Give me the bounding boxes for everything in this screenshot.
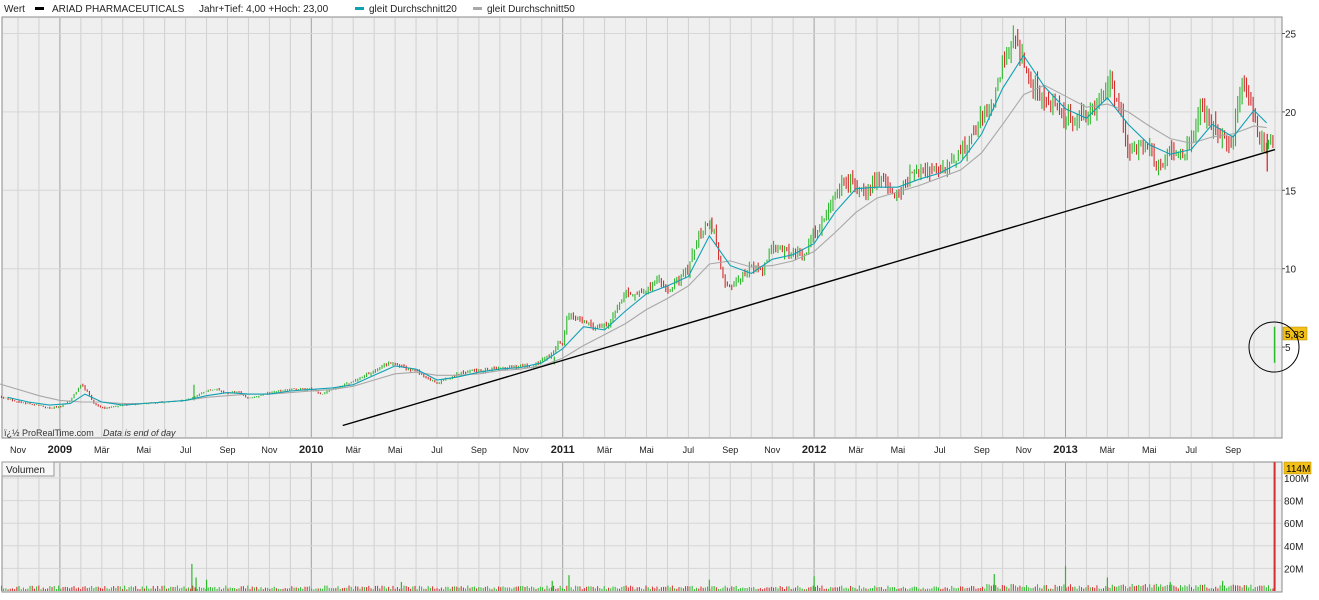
current-volume-marker: 114M — [1283, 461, 1312, 475]
x-axis-tick-label: Mär — [345, 445, 361, 455]
x-axis-tick-label: 2009 — [48, 444, 72, 456]
x-axis-tick-label: Jul — [431, 445, 443, 455]
ma50-legend-swatch — [473, 7, 482, 10]
price-marker: 5,83 — [1248, 321, 1308, 373]
ticker-legend-swatch — [35, 7, 44, 10]
ma20-legend-label: gleit Durchschnitt20 — [369, 4, 457, 15]
x-axis-tick-label: Jul — [1185, 445, 1197, 455]
volume-grid — [3, 463, 1281, 591]
x-axis-tick-label: Mai — [639, 445, 654, 455]
value-label: Wert — [4, 4, 25, 15]
price-axis-tick-label: 5 — [1285, 343, 1291, 354]
x-axis-tick-label: Mär — [597, 445, 613, 455]
ma20-group — [7, 54, 1267, 406]
x-axis-tick-label: Jul — [934, 445, 946, 455]
volume-axis-tick-label: 20M — [1284, 564, 1303, 575]
price-panel — [1, 16, 1283, 439]
x-axis-tick-label: Sep — [722, 445, 738, 455]
x-axis-tick-label: Nov — [10, 445, 27, 455]
x-axis-tick-label: Mär — [848, 445, 864, 455]
price-axis-tick-label: 15 — [1285, 186, 1297, 197]
ma20-line — [7, 54, 1267, 406]
volume-axis-tick-label: 40M — [1284, 542, 1303, 553]
x-axis-tick-label: Nov — [1016, 445, 1033, 455]
x-axis-tick-label: 2012 — [802, 444, 826, 456]
price-axis-tick-label: 25 — [1285, 30, 1297, 41]
highlight-circle — [1248, 321, 1300, 373]
volume-panel — [1, 461, 1283, 593]
x-axis-tick-label: Mai — [388, 445, 403, 455]
ma50-group — [0, 84, 1267, 405]
ma50-line — [0, 84, 1267, 405]
current-volume-text: 114M — [1286, 464, 1310, 475]
axis-labels: 5 10 15 20 25 20M 40M 60M 80M 100M Nov 2009 Mär Mai Ju… — [10, 30, 1309, 576]
x-axis-tick-label: 2013 — [1053, 444, 1077, 456]
support-trendline — [342, 148, 1276, 427]
source-credit: ï¿½ ProRealTime.com — [4, 428, 94, 438]
price-marker-text: 5,83 — [1285, 330, 1305, 341]
x-axis-tick-label: Sep — [471, 445, 487, 455]
x-axis-tick-label: Jul — [683, 445, 695, 455]
price-axis-tick-label: 20 — [1285, 108, 1297, 119]
x-axis-tick-label: Nov — [513, 445, 530, 455]
volume-label-box: Volumen — [1, 461, 55, 477]
x-axis-tick-label: Mär — [94, 445, 110, 455]
x-axis-tick-label: Mai — [136, 445, 151, 455]
volume-axis-tick-label: 100M — [1284, 474, 1309, 485]
x-axis-tick-label: 2010 — [299, 444, 323, 456]
volume-label: Volumen — [6, 465, 45, 476]
x-axis-tick-label: Sep — [219, 445, 235, 455]
x-axis-tick-label: Mär — [1100, 445, 1116, 455]
x-axis-tick-label: Nov — [261, 445, 278, 455]
year-range-text: Jahr+Tief: 4,00 +Hoch: 23,00 — [199, 4, 329, 15]
trendline-group — [342, 148, 1276, 427]
price-grid — [3, 18, 1281, 437]
x-axis-tick-label: 2011 — [551, 444, 575, 456]
x-axis-tick-label: Mai — [891, 445, 906, 455]
legend: Wert ARIAD PHARMACEUTICALS Jahr+Tief: 4,… — [1, 1, 601, 16]
data-note: Data is end of day — [103, 428, 176, 438]
x-axis-tick-label: Mai — [1142, 445, 1157, 455]
x-axis-tick-label: Sep — [974, 445, 990, 455]
volume-axis-tick-label: 80M — [1284, 497, 1303, 508]
ma50-legend-label: gleit Durchschnitt50 — [487, 4, 575, 15]
x-axis-tick-label: Sep — [1225, 445, 1241, 455]
x-axis-tick-label: Nov — [764, 445, 781, 455]
volume-bars — [0, 462, 1276, 591]
x-axis-tick-label: Jul — [180, 445, 192, 455]
price-candles — [0, 25, 1276, 410]
footer: ï¿½ ProRealTime.com Data is end of day — [4, 428, 176, 438]
price-axis-tick-label: 10 — [1285, 265, 1297, 276]
ma20-legend-swatch — [355, 7, 364, 10]
ticker-name: ARIAD PHARMACEUTICALS — [52, 4, 185, 15]
volume-axis-tick-label: 60M — [1284, 519, 1303, 530]
